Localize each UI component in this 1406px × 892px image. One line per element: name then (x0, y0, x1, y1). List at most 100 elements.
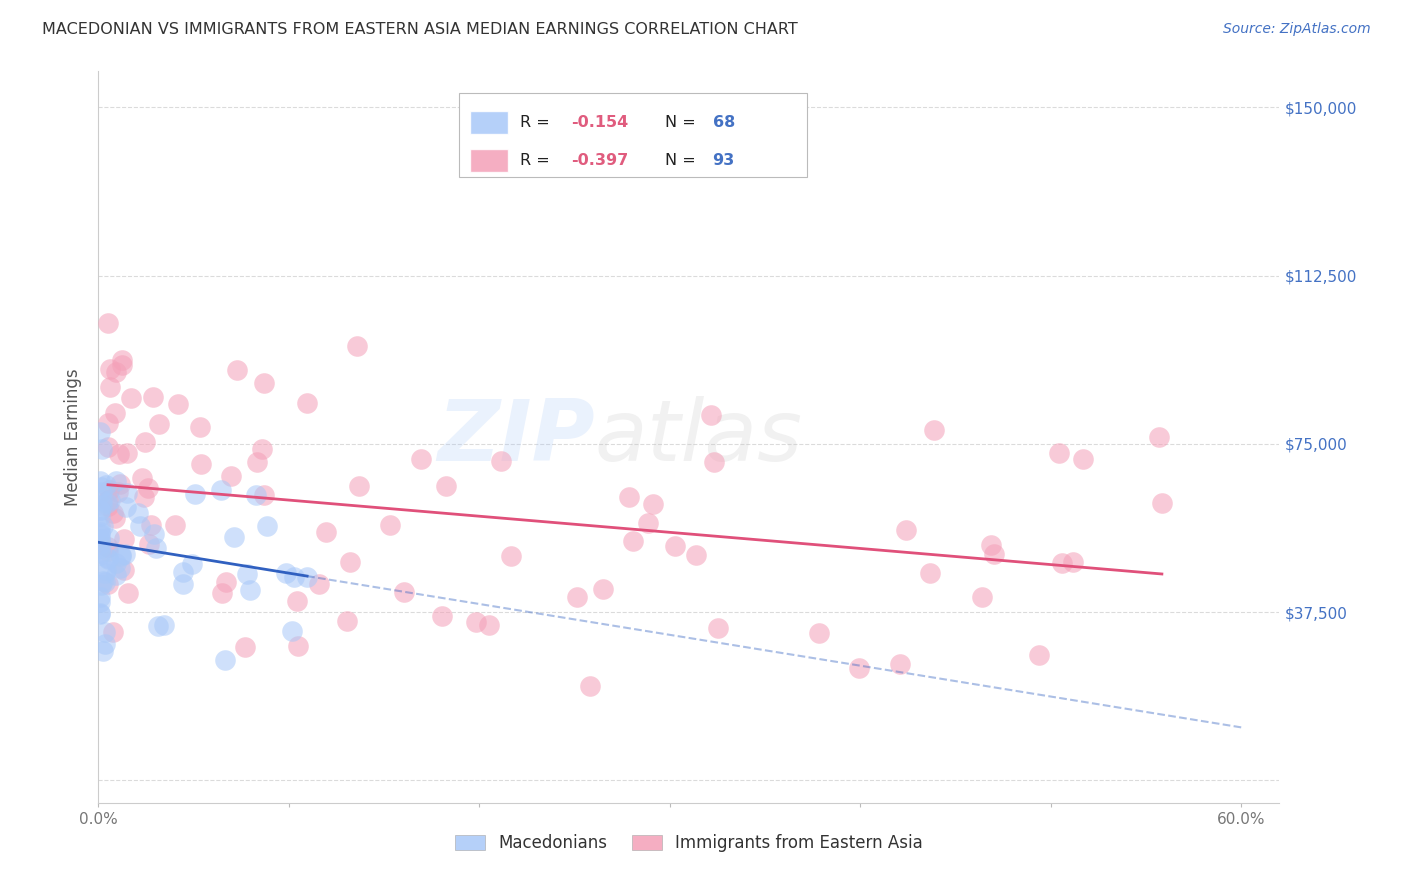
Point (89, 590, 111, 604)
Point (89, 548, 111, 562)
Point (98, 492, 121, 507)
Point (703, 455, 725, 469)
Point (378, 517, 401, 532)
Point (134, 490, 156, 504)
Point (97, 552, 120, 566)
Point (90, 481, 112, 495)
Point (104, 406, 127, 420)
Point (188, 420, 211, 434)
Text: Source: ZipAtlas.com: Source: ZipAtlas.com (1223, 22, 1371, 37)
Point (295, 570, 318, 584)
Y-axis label: Median Earnings: Median Earnings (65, 368, 83, 506)
Point (97, 500, 120, 514)
Text: R =: R = (520, 153, 555, 168)
Point (138, 537, 160, 551)
Point (339, 555, 361, 569)
Point (105, 568, 128, 582)
Point (434, 479, 457, 493)
Point (108, 561, 131, 575)
Point (980, 538, 1002, 552)
Point (808, 626, 831, 640)
Point (97, 493, 120, 508)
Point (97, 540, 120, 554)
Point (245, 488, 267, 502)
Point (89, 509, 111, 524)
Point (108, 476, 131, 491)
Point (1073, 452, 1095, 467)
Point (104, 365, 127, 379)
Point (349, 479, 371, 493)
Point (89, 526, 111, 541)
Point (91, 484, 114, 499)
Point (89, 533, 111, 548)
Point (91, 644, 114, 658)
Point (127, 506, 149, 520)
Point (97, 544, 120, 558)
Point (308, 576, 330, 591)
Point (283, 570, 305, 584)
Point (134, 434, 156, 449)
Point (131, 471, 153, 485)
Point (239, 583, 262, 598)
Point (115, 500, 138, 514)
FancyBboxPatch shape (471, 111, 508, 135)
Point (392, 584, 415, 599)
Point (209, 483, 232, 498)
Text: MACEDONIAN VS IMMIGRANTS FROM EASTERN ASIA MEDIAN EARNINGS CORRELATION CHART: MACEDONIAN VS IMMIGRANTS FROM EASTERN AS… (42, 22, 799, 37)
Point (117, 586, 139, 600)
Point (211, 586, 233, 600)
Point (115, 446, 138, 460)
Point (142, 391, 165, 405)
Point (172, 577, 194, 591)
Point (592, 582, 614, 596)
Point (89, 425, 111, 439)
Point (184, 487, 207, 501)
Point (105, 556, 128, 570)
Point (180, 557, 202, 571)
Point (1062, 555, 1084, 569)
Point (287, 639, 309, 653)
Point (139, 517, 162, 532)
Point (112, 563, 135, 577)
Point (120, 392, 142, 406)
Point (110, 548, 132, 562)
Point (97, 316, 120, 330)
Point (167, 397, 190, 411)
Text: 93: 93 (713, 153, 735, 168)
Point (94, 566, 117, 580)
Point (94, 574, 117, 589)
Text: R =: R = (520, 115, 555, 130)
Point (90, 492, 112, 507)
Text: -0.154: -0.154 (571, 115, 628, 130)
Point (685, 548, 707, 562)
Point (115, 486, 138, 500)
Point (664, 540, 686, 554)
Point (637, 516, 659, 530)
Point (138, 481, 160, 495)
Point (143, 526, 166, 541)
Point (163, 518, 186, 533)
Point (103, 511, 125, 525)
FancyBboxPatch shape (458, 94, 807, 178)
Point (101, 507, 124, 521)
Point (246, 455, 269, 469)
Point (250, 442, 273, 457)
Point (89, 524, 111, 539)
Point (91, 574, 114, 589)
Point (214, 653, 236, 667)
Point (94, 637, 117, 651)
Point (215, 575, 238, 590)
Text: N =: N = (665, 115, 702, 130)
Point (97, 577, 120, 591)
Point (894, 523, 917, 537)
Point (90, 577, 112, 591)
Point (89, 533, 111, 547)
Legend: Macedonians, Immigrants from Eastern Asia: Macedonians, Immigrants from Eastern Asi… (446, 826, 932, 860)
Point (226, 363, 249, 377)
Point (89, 541, 111, 556)
Point (315, 524, 337, 539)
Point (90, 442, 112, 456)
Point (172, 565, 194, 579)
Text: ZIP: ZIP (437, 395, 595, 479)
Point (101, 624, 124, 639)
